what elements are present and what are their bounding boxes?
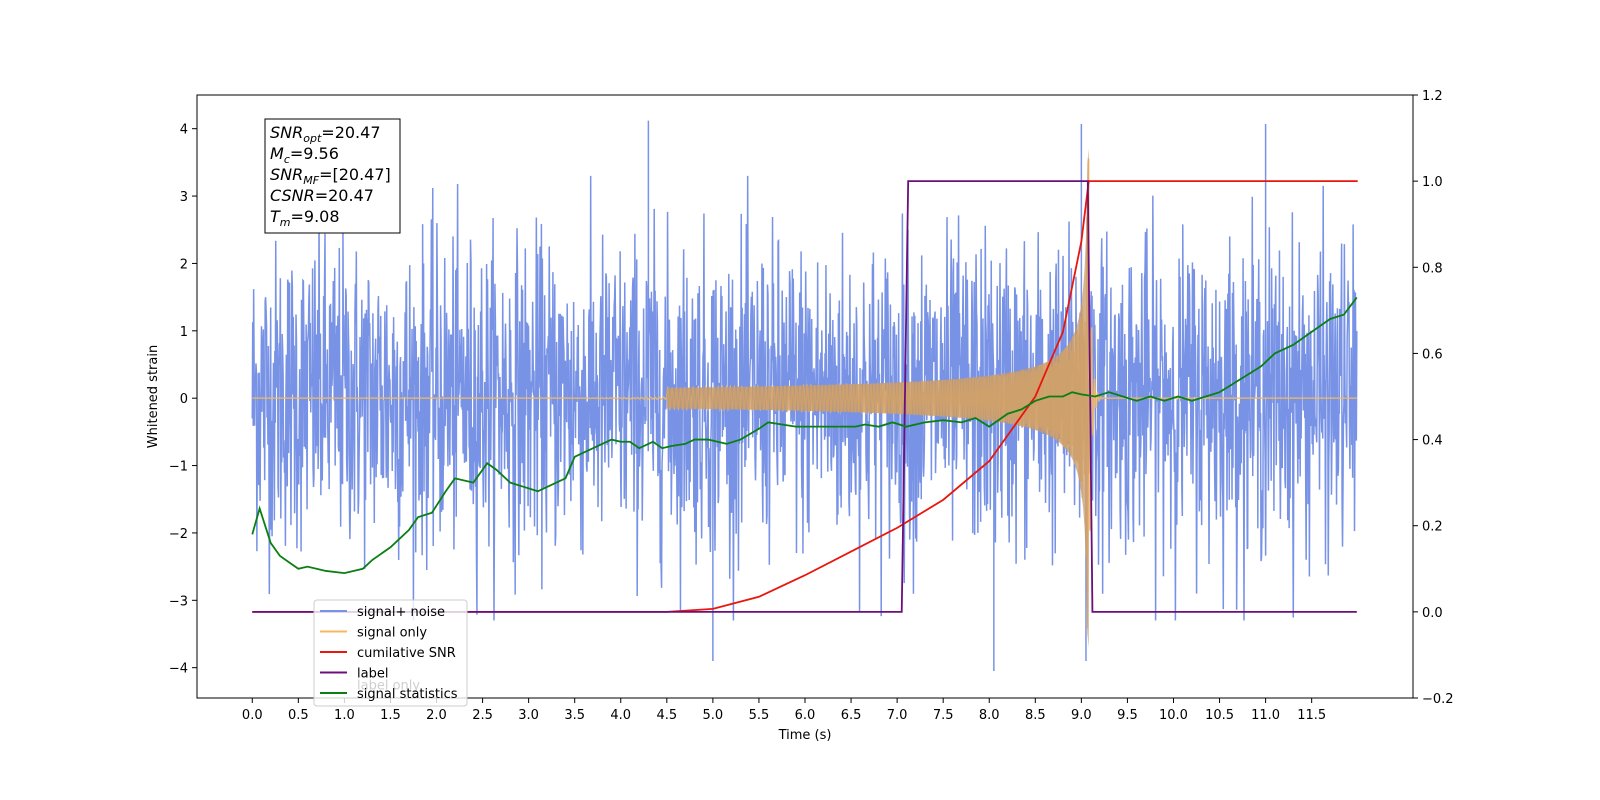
y-right-tick-label-4: 0.4 [1422,434,1443,449]
y-left-tick-label-1: 3 [180,190,188,205]
x-tick-label-7: 3.5 [564,708,585,723]
legend-label-signal-noise: signal+ noise [357,605,445,620]
x-tick-label-0: 0.0 [242,708,263,723]
legend: label only signal+ noise signal only cumila… [313,599,468,707]
x-axis-label: Time (s) [778,728,832,743]
y-axis-right: 1.2 1.0 0.8 0.6 0.4 0.2 0.0 −0.2 [1413,89,1454,707]
info-box: SNRopt=20.47Mc=9.56SNRMF=[20.47]CSNR=20.… [264,118,401,234]
x-tick-label-20: 10.0 [1159,708,1188,723]
x-tick-label-8: 4.0 [610,708,631,723]
x-tick-label-17: 8.5 [1025,708,1046,723]
y-right-tick-label-7: −0.2 [1422,692,1454,707]
x-tick-label-3: 1.5 [380,708,401,723]
legend-label-label-only: label only [357,679,420,694]
x-tick-label-19: 9.5 [1117,708,1138,723]
y-left-tick-label-5: −1 [169,460,188,475]
legend-frame [313,599,468,707]
y-right-tick-label-5: 0.2 [1422,520,1443,535]
x-tick-label-12: 6.0 [795,708,816,723]
legend-label-cumilative-snr: cumilative SNR [357,646,456,661]
y-left-tick-label-3: 1 [180,325,188,340]
x-axis: 0.0 0.5 1.0 1.5 2.0 2.5 3.0 3.5 4.0 4.5 5.0 5.5 6.0 6… [242,698,1326,723]
y-left-tick-label-2: 2 [180,257,188,272]
info-line-3: CSNR=20.47 [270,186,374,205]
y-left-tick-label-7: −3 [169,594,188,609]
x-tick-label-13: 6.5 [841,708,862,723]
info-line-2: SNRMF=[20.47] [270,165,391,187]
x-tick-label-23: 11.5 [1297,708,1326,723]
info-line-4: Tm=9.08 [270,207,340,229]
y-right-tick-label-1: 1.0 [1422,175,1443,190]
signal-envelope [666,148,1089,648]
x-tick-label-10: 5.0 [703,708,724,723]
legend-label-signal-only: signal only [357,626,427,641]
info-line-1: Mc=9.56 [270,144,339,166]
x-tick-label-5: 2.5 [472,708,493,723]
x-tick-label-18: 9.0 [1071,708,1092,723]
series-label [252,180,1357,613]
legend-label-label: label [357,667,388,682]
x-tick-label-16: 8.0 [979,708,1000,723]
plot-area [251,120,1358,672]
y-axis-label: Whitened strain [146,345,161,448]
series-cumilative-snr [252,180,1358,613]
y-left-tick-label-4: 0 [180,392,188,407]
y-left-tick-label-8: −4 [169,662,188,677]
x-tick-label-1: 0.5 [288,708,309,723]
x-tick-label-6: 3.0 [518,708,539,723]
x-tick-label-15: 7.5 [933,708,954,723]
y-left-tick-label-0: 4 [180,123,188,138]
series-signal-statistics [251,296,1358,575]
info-box-frame [264,118,401,234]
x-tick-label-22: 11.0 [1251,708,1280,723]
x-tick-label-21: 10.5 [1205,708,1234,723]
y-left-tick-label-6: −2 [169,527,188,542]
x-tick-label-9: 4.5 [656,708,677,723]
y-axis-left: 4 3 2 1 0 −1 −2 −3 −4 [169,123,197,677]
y-right-tick-label-2: 0.8 [1422,261,1443,276]
y-right-tick-label-0: 1.2 [1422,89,1443,104]
y-right-tick-label-3: 0.6 [1422,347,1443,362]
x-tick-label-11: 5.5 [749,708,770,723]
x-tick-label-2: 1.0 [334,708,355,723]
x-tick-label-14: 7.0 [887,708,908,723]
legend-label-signal-statistics: signal statistics [357,687,458,702]
y-right-tick-label-6: 0.0 [1422,606,1443,621]
x-tick-label-4: 2.0 [426,708,447,723]
info-line-0: SNRopt=20.47 [270,123,381,145]
